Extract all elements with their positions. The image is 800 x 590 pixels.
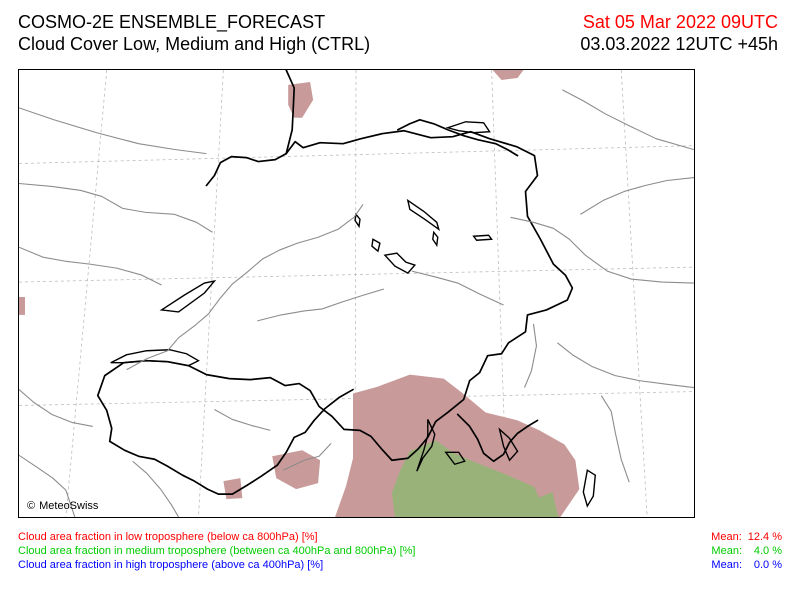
- administrative-borders: [19, 89, 694, 517]
- region-boundary: [282, 442, 332, 471]
- medium-cloud-legend-row: Cloud area fraction in medium tropospher…: [18, 544, 782, 558]
- region-boundary: [600, 395, 630, 483]
- low-cloud-area-west: [19, 296, 25, 315]
- region-boundary: [126, 204, 364, 371]
- copyright-icon: ©: [27, 500, 36, 512]
- lakes: [110, 121, 597, 508]
- lake-zurich: [406, 198, 440, 232]
- region-boundary: [510, 216, 694, 284]
- high-cloud-legend-row: Cloud area fraction in high troposphere …: [18, 558, 782, 572]
- forecast-subtitle: Cloud Cover Low, Medium and High (CTRL): [18, 34, 371, 54]
- lake-maggiore: [416, 419, 436, 472]
- low-cloud-area-southwest-small: [223, 478, 243, 500]
- low-cloud-mean-label: Mean:: [711, 531, 742, 543]
- region-boundary: [19, 107, 207, 155]
- region-boundary: [19, 454, 76, 517]
- low-cloud-mean: Mean: 12.4 %: [711, 530, 782, 544]
- lake-geneva: [110, 349, 200, 367]
- region-boundary: [132, 460, 180, 517]
- medium-cloud-legend-label: Cloud area fraction in medium tropospher…: [18, 545, 416, 557]
- region-boundary: [257, 288, 385, 322]
- region-boundary: [411, 270, 504, 306]
- low-cloud-legend-label: Cloud area fraction in low troposphere (…: [18, 531, 318, 543]
- medium-cloud-fragment: [537, 492, 559, 517]
- small-lake: [371, 238, 381, 253]
- low-cloud-legend-row: Cloud area fraction in low troposphere (…: [18, 530, 782, 544]
- high-cloud-legend-label: Cloud area fraction in high troposphere …: [18, 559, 324, 571]
- low-cloud-mean-value: 12.4 %: [747, 531, 782, 543]
- copyright-notice: © MeteoSwiss: [27, 500, 98, 512]
- valid-time: Sat 05 Mar 2022 09UTC: [582, 12, 778, 32]
- region-boundary: [523, 323, 538, 388]
- grid-line: [198, 70, 224, 517]
- forecast-title: COSMO-2E ENSEMBLE_FORECAST: [18, 12, 326, 32]
- lake-garda: [582, 469, 597, 508]
- northern-border: [205, 152, 288, 187]
- southern-border-fragment: [456, 413, 539, 463]
- medium-cloud-layer: [391, 440, 559, 517]
- small-lake: [432, 230, 439, 248]
- grid-line: [620, 70, 648, 517]
- rhine-border: [285, 70, 296, 155]
- region-boundary: [214, 409, 271, 431]
- region-boundary: [19, 182, 213, 233]
- medium-cloud-area: [391, 440, 547, 517]
- title-block: COSMO-2E ENSEMBLE_FORECAST Cloud Cover L…: [18, 13, 370, 57]
- switzerland-border: [96, 129, 574, 495]
- lake-neuchatel: [159, 279, 217, 313]
- high-cloud-mean-label: Mean:: [711, 559, 742, 571]
- grid-line: [19, 266, 694, 283]
- map-frame: © MeteoSwiss: [18, 69, 695, 518]
- grid-line: [19, 145, 694, 164]
- high-cloud-mean: Mean: 0.0 %: [711, 558, 782, 572]
- country-borders: [96, 70, 574, 495]
- region-boundary: [557, 342, 694, 389]
- region-boundary: [580, 176, 694, 215]
- small-lake: [354, 212, 361, 229]
- region-boundary: [19, 389, 93, 427]
- high-cloud-mean-value: 0.0 %: [753, 559, 782, 571]
- region-boundary: [19, 246, 162, 286]
- medium-cloud-mean-value: 4.0 %: [753, 545, 782, 557]
- medium-cloud-mean-label: Mean:: [711, 545, 742, 557]
- lake-como: [498, 427, 519, 462]
- cloud-cover-map: [19, 70, 694, 517]
- lake-lugano: [444, 451, 466, 466]
- medium-cloud-mean: Mean: 4.0 %: [711, 544, 782, 558]
- forecast-time-block: Sat 05 Mar 2022 09UTC 03.03.2022 12UTC +…: [580, 13, 778, 53]
- region-boundary: [562, 89, 694, 151]
- low-cloud-area-southwest: [272, 450, 321, 490]
- low-cloud-area-northeast: [492, 70, 524, 80]
- copyright-text: MeteoSwiss: [39, 500, 99, 512]
- lake-walensee: [472, 234, 493, 241]
- lake-constance-border: [397, 118, 519, 157]
- lake-lucerne: [383, 252, 417, 274]
- run-time: 03.03.2022 12UTC +45h: [580, 34, 778, 54]
- lake-constance: [445, 121, 491, 134]
